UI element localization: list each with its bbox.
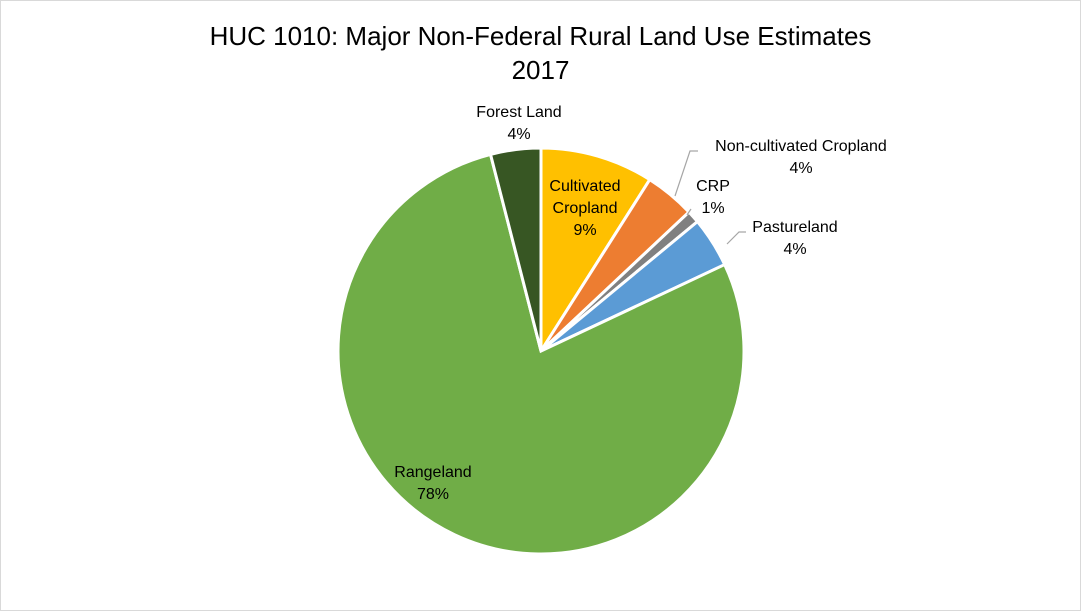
- chart-subtitle-line: 2017: [511, 55, 570, 85]
- pie-slice-forest-land: [488, 146, 543, 352]
- data-label-forest-land: Forest Land 4%: [476, 104, 561, 143]
- leader-line-crp: [686, 208, 692, 216]
- pie-slice-cultivated-cropland: [539, 146, 652, 357]
- data-label-crp: CRP 1%: [696, 178, 730, 217]
- data-label-pastureland: Pastureland 4%: [752, 219, 837, 258]
- data-labels: Cultivated Cropland 9% Non-cultivated Cropl…: [394, 104, 887, 503]
- data-label-non-cultivated-cropland: Non-cultivated Cropland 4%: [715, 138, 887, 177]
- chart-title: HUC 1010: Major Non-Federal Rural Land U…: [1, 19, 1080, 87]
- pie-slice-rangeland: [336, 152, 746, 556]
- chart-title-line: HUC 1010: Major Non-Federal Rural Land U…: [209, 21, 872, 51]
- pie-slices: [336, 146, 746, 556]
- leader-line-pastureland: [726, 231, 746, 245]
- data-label-rangeland: Rangeland 78%: [394, 464, 471, 503]
- leader-lines: [674, 150, 746, 245]
- leader-line-non-cultivated-cropland: [674, 150, 698, 197]
- data-label-cultivated-cropland: Cultivated Cropland 9%: [549, 178, 620, 239]
